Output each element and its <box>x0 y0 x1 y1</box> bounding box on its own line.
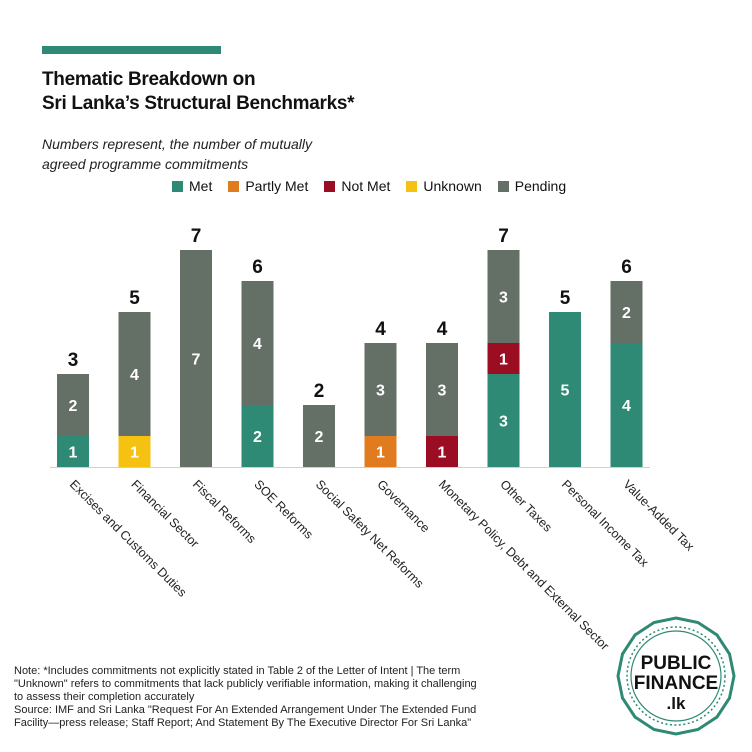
chart-title-line-2: Sri Lanka’s Structural Benchmarks* <box>42 93 355 114</box>
x-tick-label: SOE Reforms <box>251 477 315 541</box>
segment-value-label: 2 <box>69 398 78 415</box>
bar-total-label: 2 <box>314 381 325 402</box>
bar-segment-met <box>549 312 581 467</box>
bar-segment-not-met <box>487 343 520 374</box>
public-finance-logo: PUBLIC FINANCE .lk <box>616 616 736 736</box>
chart-subtitle-line-1: Numbers represent, the number of mutuall… <box>42 136 313 152</box>
chart-title: Thematic Breakdown on Sri Lanka’s Struct… <box>42 68 355 116</box>
segment-value-label: 3 <box>499 414 508 431</box>
segment-value-label: 3 <box>438 383 447 400</box>
legend-item-unknown: Unknown <box>406 178 482 194</box>
legend-label-partly-met: Partly Met <box>245 178 309 194</box>
source-line-1: Source: IMF and Sri Lanka "Request For A… <box>14 704 477 716</box>
bar-segment-pending <box>241 281 274 405</box>
chart-subtitle: Numbers represent, the number of mutuall… <box>42 134 312 174</box>
legend-item-partly-met: Partly Met <box>228 178 308 194</box>
bar-segment-met <box>610 343 643 467</box>
segment-value-label: 5 <box>561 383 570 400</box>
segment-value-label: 7 <box>192 352 201 369</box>
logo-inner-ring <box>626 626 726 726</box>
bar-total-label: 4 <box>437 319 448 340</box>
x-tick-label: Excises and Customs Duties <box>67 477 189 599</box>
chart-title-line-1: Thematic Breakdown on <box>42 69 256 90</box>
x-tick-label: Governance <box>374 477 432 535</box>
legend-label-unknown: Unknown <box>423 178 482 194</box>
segment-value-label: 1 <box>69 445 78 462</box>
legend-label-not-met: Not Met <box>341 178 391 194</box>
legend-item-pending: Pending <box>497 178 567 194</box>
legend-label-pending: Pending <box>514 178 567 194</box>
segment-value-label: 1 <box>130 445 139 462</box>
bar-total-label: 6 <box>252 257 263 278</box>
legend-swatch-unknown <box>406 180 418 192</box>
x-tick-label: Social Safety Net Reforms <box>313 477 427 591</box>
bar-segment-pending <box>303 405 335 467</box>
logo-inner-circle <box>630 630 722 722</box>
x-tick-label: Other Taxes <box>497 477 554 534</box>
bar-segment-not-met <box>426 436 458 467</box>
logo-text-finance: FINANCE <box>634 673 718 694</box>
chart-subtitle-line-2: agreed programme commitments <box>42 156 249 172</box>
bar-segment-pending <box>57 374 89 436</box>
legend-swatch-pending <box>497 180 509 192</box>
footer-note: Note: *Includes commitments not explicit… <box>14 665 604 730</box>
segment-value-label: 1 <box>438 445 447 462</box>
note-line-3: to assess their completion accurately <box>14 691 195 703</box>
segment-value-label: 2 <box>622 305 631 322</box>
bar-segment-met <box>487 374 520 467</box>
legend-label-met: Met <box>189 178 213 194</box>
bar-segment-met <box>57 436 89 467</box>
bar-total-label: 5 <box>560 288 571 309</box>
logo-badge-outline <box>616 616 736 736</box>
bar-segment-pending <box>364 343 397 436</box>
bar-segment-partly-met <box>364 436 397 467</box>
accent-bar <box>42 46 221 54</box>
bar-total-label: 5 <box>129 288 140 309</box>
logo-text-lk: .lk <box>667 694 686 713</box>
bar-segment-pending <box>426 343 458 436</box>
legend-item-met: Met <box>172 178 212 194</box>
note-line-1: Note: *Includes commitments not explicit… <box>14 665 461 677</box>
bar-segment-unknown <box>118 436 151 467</box>
segment-value-label: 4 <box>253 336 262 353</box>
x-tick-label: Fiscal Reforms <box>190 477 259 546</box>
bar-total-label: 7 <box>191 226 202 247</box>
legend-swatch-not-met <box>324 180 336 192</box>
segment-value-label: 2 <box>315 429 324 446</box>
bar-total-label: 4 <box>375 319 386 340</box>
bar-total-label: 3 <box>68 350 79 371</box>
bar-segment-pending <box>118 312 151 436</box>
chart-legend: Met Partly Met Not Met Unknown Pending <box>172 178 566 194</box>
legend-swatch-partly-met <box>228 180 240 192</box>
segment-value-label: 1 <box>376 445 385 462</box>
bar-segment-pending <box>487 250 520 343</box>
segment-value-label: 4 <box>130 367 139 384</box>
logo-text-public: PUBLIC <box>641 653 712 674</box>
segment-value-label: 1 <box>499 352 508 369</box>
bar-total-label: 7 <box>498 226 509 247</box>
bar-segment-met <box>241 405 274 467</box>
segment-value-label: 4 <box>622 398 631 415</box>
bar-total-label: 6 <box>621 257 632 278</box>
segment-value-label: 3 <box>376 383 385 400</box>
bar-segment-pending <box>180 250 212 467</box>
legend-swatch-met <box>172 180 183 192</box>
legend-item-not-met: Not Met <box>324 178 390 194</box>
segment-value-label: 2 <box>253 429 262 446</box>
source-line-2: Facility—press release; Staff Report; An… <box>14 717 472 729</box>
bar-segment-pending <box>610 281 643 343</box>
segment-value-label: 3 <box>499 290 508 307</box>
note-line-2: "Unknown" refers to commitments that lac… <box>14 678 477 690</box>
